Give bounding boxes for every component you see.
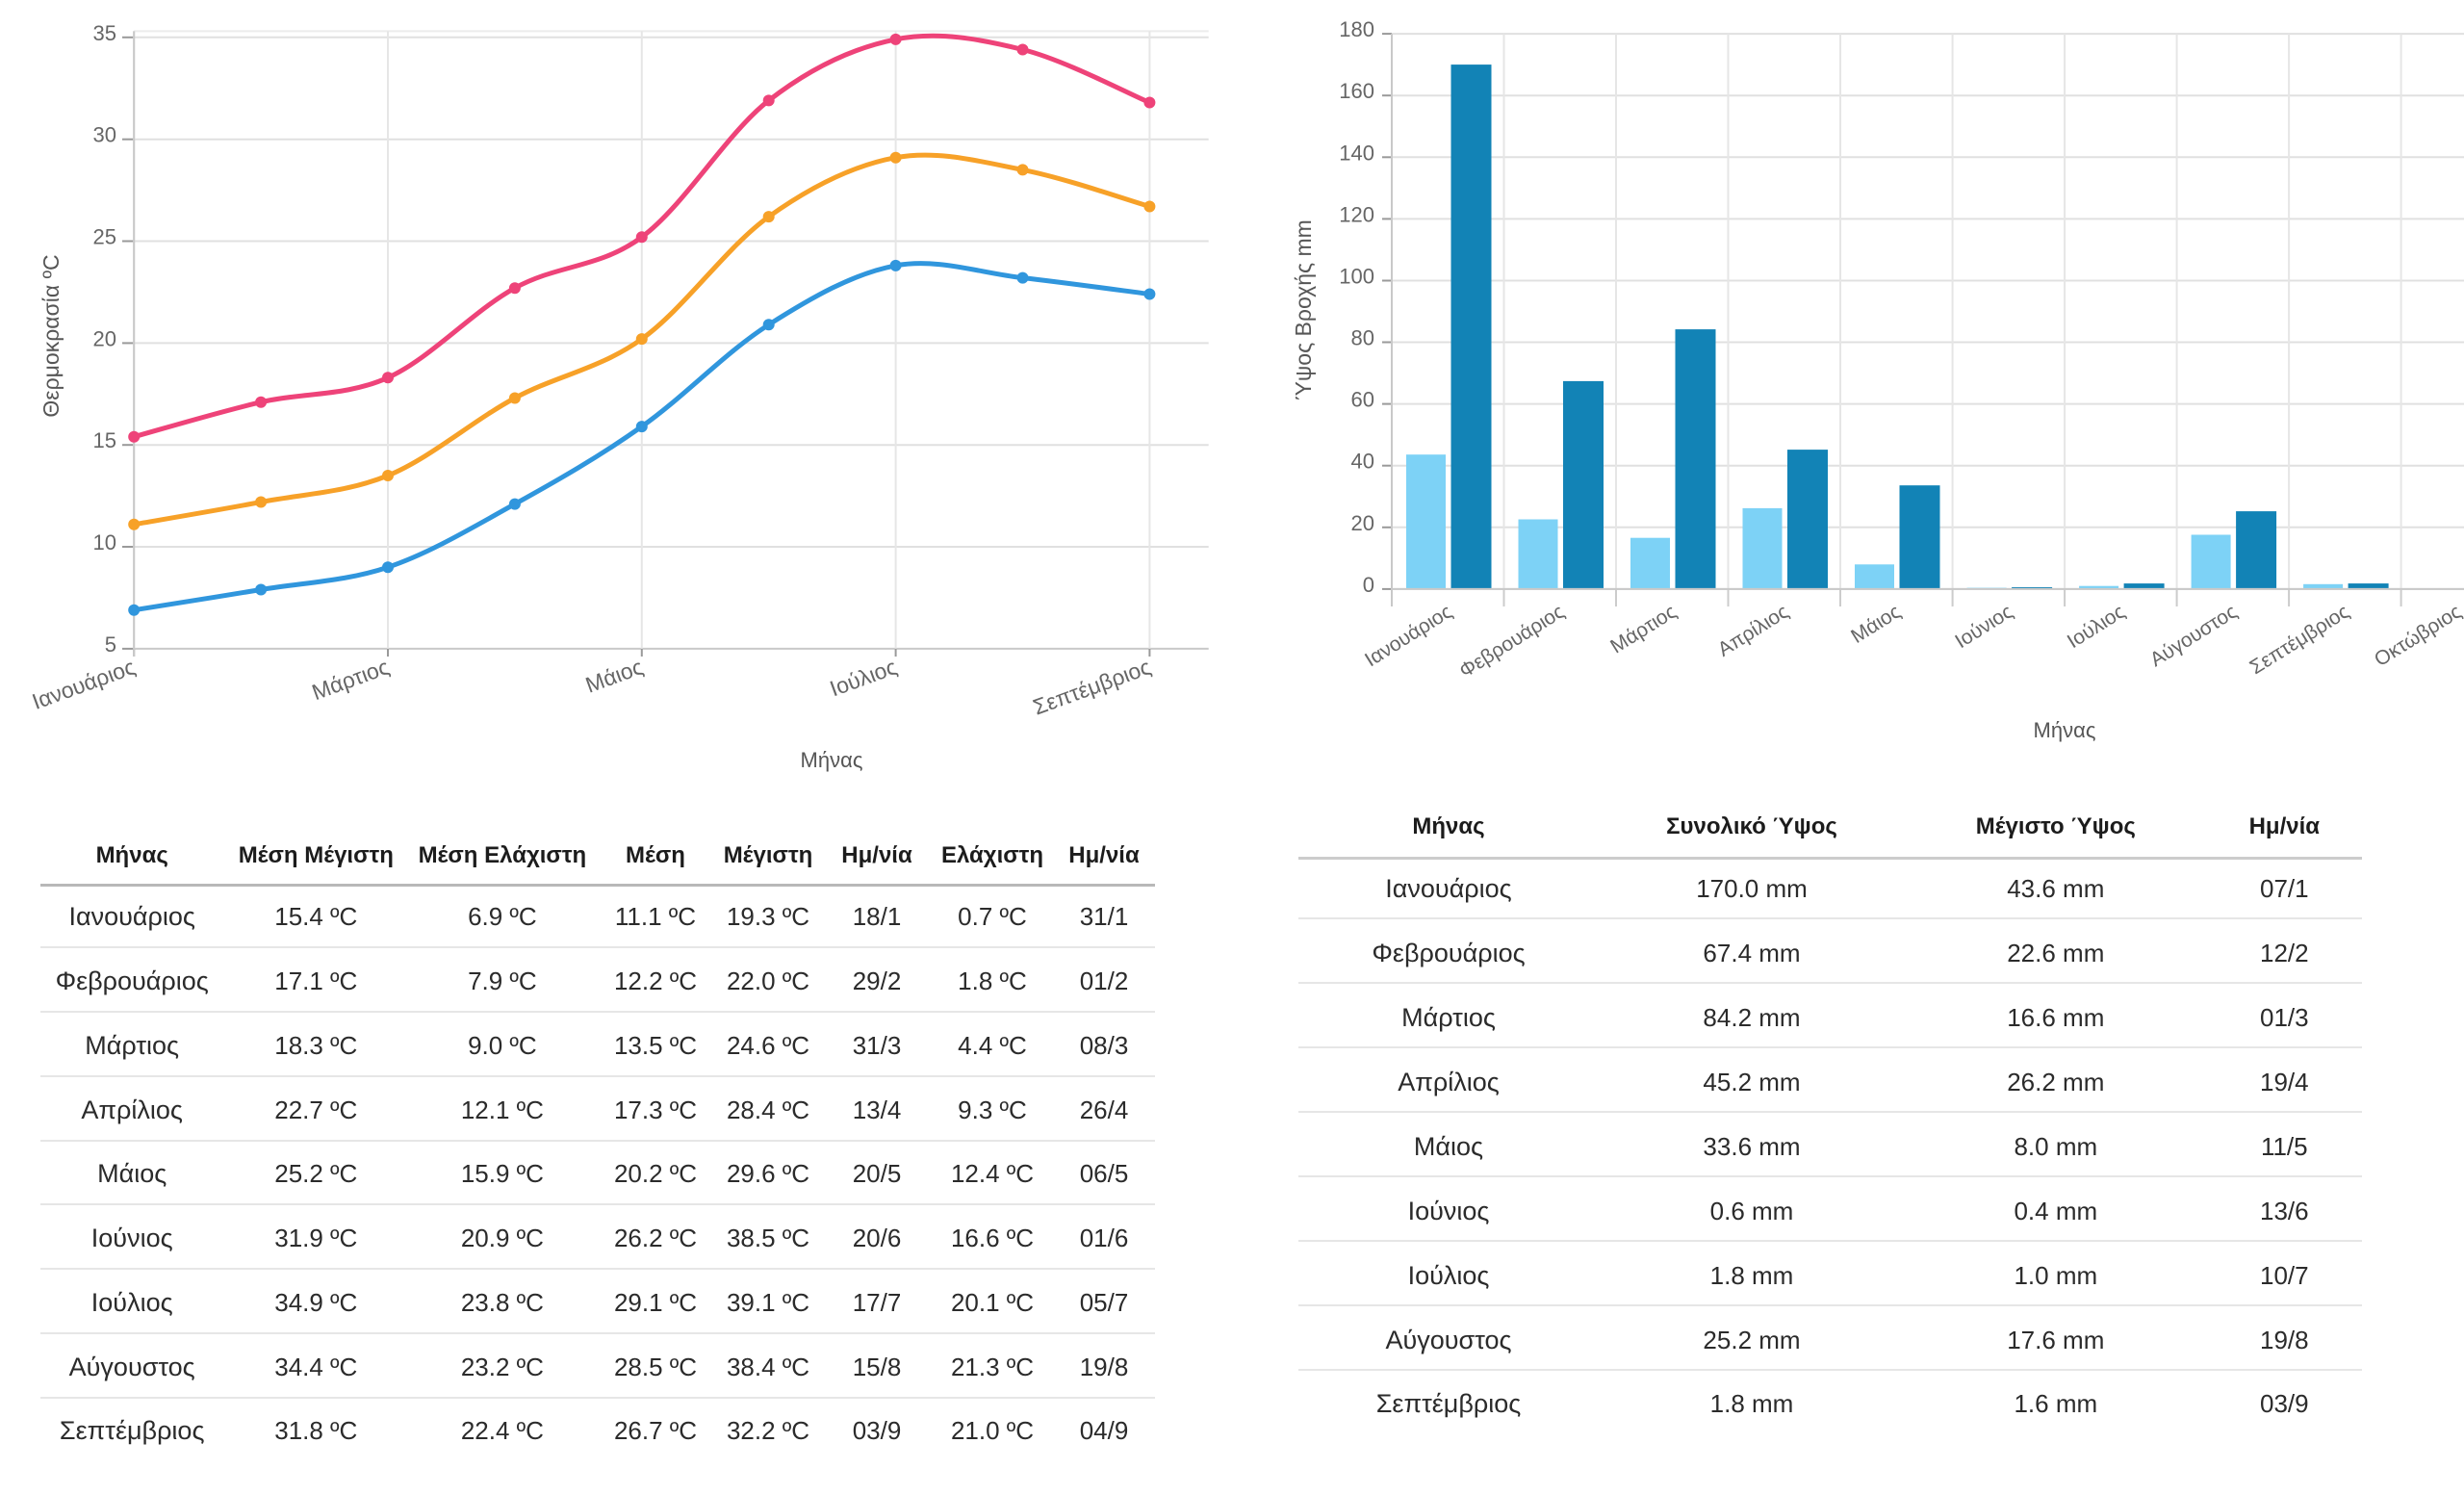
svg-text:Μάρτιος: Μάρτιος: [309, 654, 393, 705]
svg-text:Αύγουστος: Αύγουστος: [2146, 601, 2242, 672]
svg-text:80: 80: [1351, 326, 1374, 350]
svg-text:Ιούλιος: Ιούλιος: [2064, 601, 2129, 653]
svg-text:Ιούνιος: Ιούνιος: [1951, 601, 2016, 653]
svg-text:Σεπτέμβριος: Σεπτέμβριος: [1030, 654, 1154, 719]
svg-text:120: 120: [1339, 202, 1374, 226]
svg-text:Σεπτέμβριος: Σεπτέμβριος: [2246, 601, 2352, 680]
svg-text:35: 35: [93, 21, 116, 45]
svg-text:Μήνας: Μήνας: [801, 748, 863, 772]
svg-text:Ιανουάριος: Ιανουάριος: [1361, 601, 1456, 672]
svg-text:10: 10: [93, 530, 116, 554]
svg-text:20: 20: [93, 326, 116, 350]
svg-text:160: 160: [1339, 79, 1374, 103]
svg-text:0: 0: [1363, 573, 1374, 597]
svg-text:40: 40: [1351, 450, 1374, 474]
svg-text:Ιούλιος: Ιούλιος: [827, 654, 901, 701]
svg-text:Μάιος: Μάιος: [1847, 601, 1905, 648]
svg-text:Απρίλιος: Απρίλιος: [1714, 601, 1793, 661]
svg-text:Ιανουάριος: Ιανουάριος: [29, 654, 139, 714]
svg-text:Ύψος Βροχής mm: Ύψος Βροχής mm: [1291, 219, 1316, 400]
svg-text:15: 15: [93, 428, 116, 452]
svg-text:Μήνας: Μήνας: [2034, 718, 2096, 742]
svg-text:140: 140: [1339, 141, 1374, 165]
svg-text:Φεβρουάριος: Φεβρουάριος: [1455, 601, 1568, 683]
svg-text:25: 25: [93, 225, 116, 249]
svg-text:20: 20: [1351, 511, 1374, 535]
svg-text:Θερμοκρασία ºC: Θερμοκρασία ºC: [38, 254, 64, 417]
svg-text:Μάιος: Μάιος: [582, 654, 647, 697]
svg-text:180: 180: [1339, 17, 1374, 41]
svg-text:Οκτώβριος: Οκτώβριος: [2371, 601, 2464, 671]
svg-text:5: 5: [105, 632, 116, 657]
svg-text:Μάρτιος: Μάρτιος: [1606, 601, 1681, 658]
svg-text:30: 30: [93, 123, 116, 147]
svg-text:100: 100: [1339, 265, 1374, 289]
svg-text:60: 60: [1351, 388, 1374, 412]
